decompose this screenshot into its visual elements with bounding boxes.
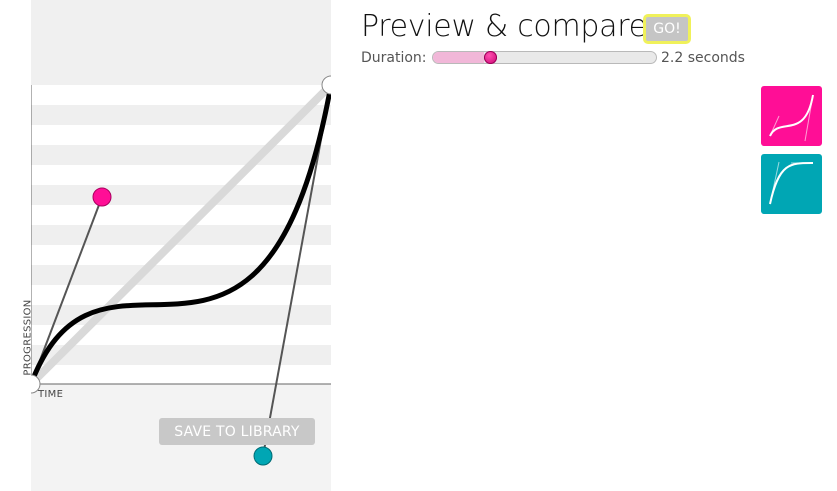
bezier-curve <box>31 84 331 385</box>
thumb-background <box>761 154 822 214</box>
save-to-library-button[interactable]: SAVE TO LIBRARY <box>159 418 315 445</box>
slider-fill <box>433 52 485 63</box>
thumb-curve <box>769 161 814 205</box>
handle1-line <box>31 196 103 385</box>
slider-track[interactable] <box>432 51 657 64</box>
y-axis-label: PROGRESSION <box>22 299 34 376</box>
library-item-current[interactable] <box>761 86 822 146</box>
duration-value: 2.2 seconds <box>661 50 745 66</box>
thumb-curve <box>769 94 814 137</box>
end-point <box>321 75 331 95</box>
bezier-editor-canvas <box>31 0 331 491</box>
slider-thumb[interactable] <box>484 51 498 64</box>
library-item-saved[interactable] <box>761 154 822 214</box>
preview-title: Preview & compare <box>361 9 647 44</box>
control-handle-2[interactable] <box>253 446 273 466</box>
linear-reference-line <box>31 82 331 387</box>
x-axis-label: TIME <box>38 389 64 400</box>
duration-label: Duration: <box>361 50 427 66</box>
duration-slider[interactable] <box>432 51 657 64</box>
out-of-range-top <box>31 0 331 85</box>
start-point <box>31 374 41 394</box>
go-button[interactable]: GO! <box>643 14 691 44</box>
bezier-editor-panel <box>31 0 331 491</box>
control-handle-1[interactable] <box>92 187 112 207</box>
